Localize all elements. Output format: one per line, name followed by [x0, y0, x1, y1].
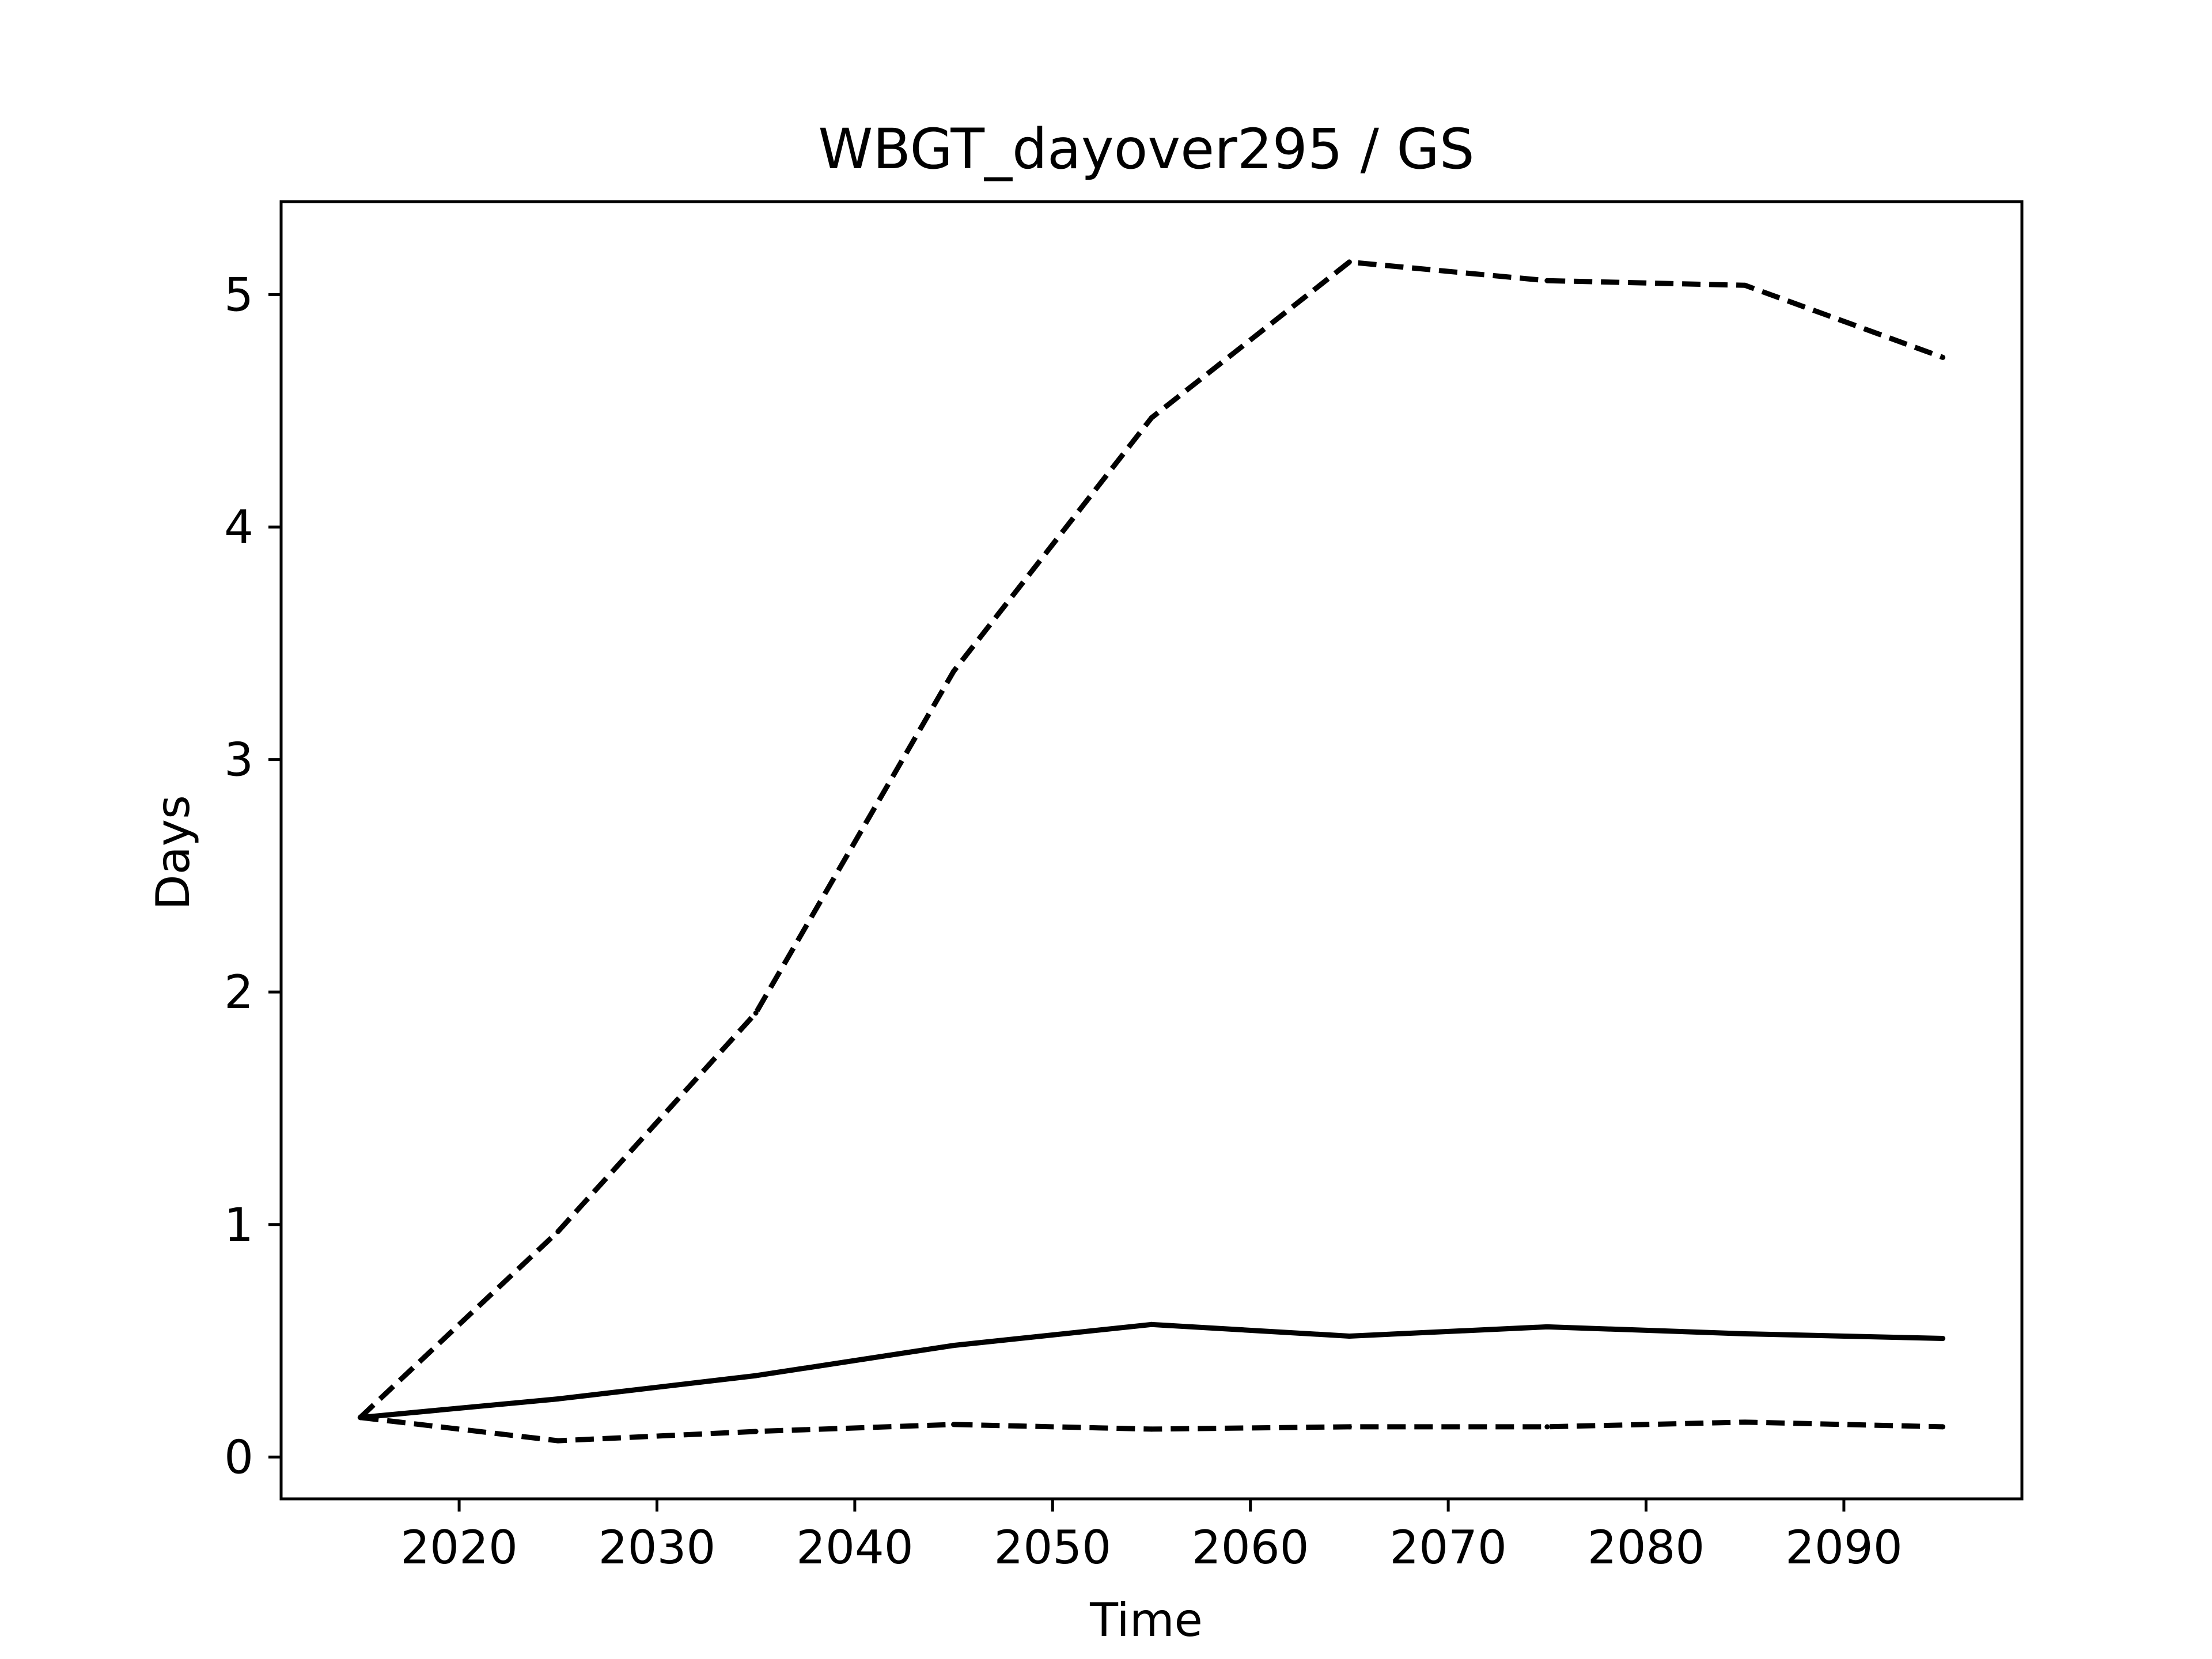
y-tick-label: 3 — [224, 733, 253, 787]
y-tick-label: 5 — [224, 268, 253, 321]
series-1-point — [1940, 1336, 1946, 1342]
y-tick-label: 2 — [224, 965, 253, 1019]
x-tick-label: 2080 — [1588, 1521, 1705, 1574]
x-tick-label: 2020 — [400, 1521, 518, 1574]
series-2-point — [753, 1010, 759, 1016]
y-axis: 0 1 2 3 4 5 — [224, 268, 281, 1484]
series-1-point — [1544, 1324, 1550, 1330]
plot-area — [279, 200, 2024, 1501]
series-3-point — [951, 1422, 957, 1427]
series-2-point — [555, 1229, 561, 1234]
series-2-point — [1940, 354, 1946, 360]
plot-frame — [279, 200, 2024, 1501]
y-tick-label: 1 — [224, 1198, 253, 1252]
series-1-point — [555, 1396, 561, 1402]
series-1-point — [951, 1343, 957, 1349]
y-axis-label: Days — [146, 795, 200, 910]
x-tick-label: 2070 — [1389, 1521, 1507, 1574]
chart-title: WBGT_dayover295 / GS — [818, 117, 1474, 181]
series-3-point — [357, 1415, 363, 1421]
x-axis-label: Time — [1089, 1593, 1203, 1647]
series-3-point — [1742, 1419, 1748, 1425]
series-1-point — [1149, 1321, 1154, 1327]
series-line-1 — [359, 1321, 1943, 1421]
series-3-point — [1346, 1424, 1352, 1430]
series-2-point — [951, 668, 957, 674]
x-axis: 2020 2030 2040 2050 2060 2070 2080 2090 — [400, 1499, 1903, 1574]
series-2-point — [1149, 415, 1154, 421]
series-3-point — [555, 1438, 561, 1444]
series-3-point — [1149, 1426, 1154, 1432]
series-1-point — [1346, 1333, 1352, 1339]
series-2-point — [1346, 259, 1352, 265]
series-2-point — [1544, 278, 1550, 283]
series-line-2 — [358, 259, 1944, 1420]
series-1-point — [753, 1373, 759, 1378]
series-3-point — [1544, 1424, 1550, 1430]
series-3-point — [753, 1429, 759, 1434]
x-tick-label: 2040 — [796, 1521, 914, 1574]
series-2-point — [1742, 282, 1748, 288]
y-tick-label: 0 — [224, 1430, 253, 1484]
series-1-point — [1742, 1331, 1748, 1336]
series-layer — [357, 259, 1946, 1444]
series-3-point — [1940, 1424, 1946, 1430]
x-tick-label: 2060 — [1192, 1521, 1309, 1574]
x-tick-label: 2050 — [994, 1521, 1111, 1574]
x-tick-label: 2090 — [1785, 1521, 1903, 1574]
y-tick-label: 4 — [224, 501, 253, 554]
x-tick-label: 2030 — [599, 1521, 716, 1574]
